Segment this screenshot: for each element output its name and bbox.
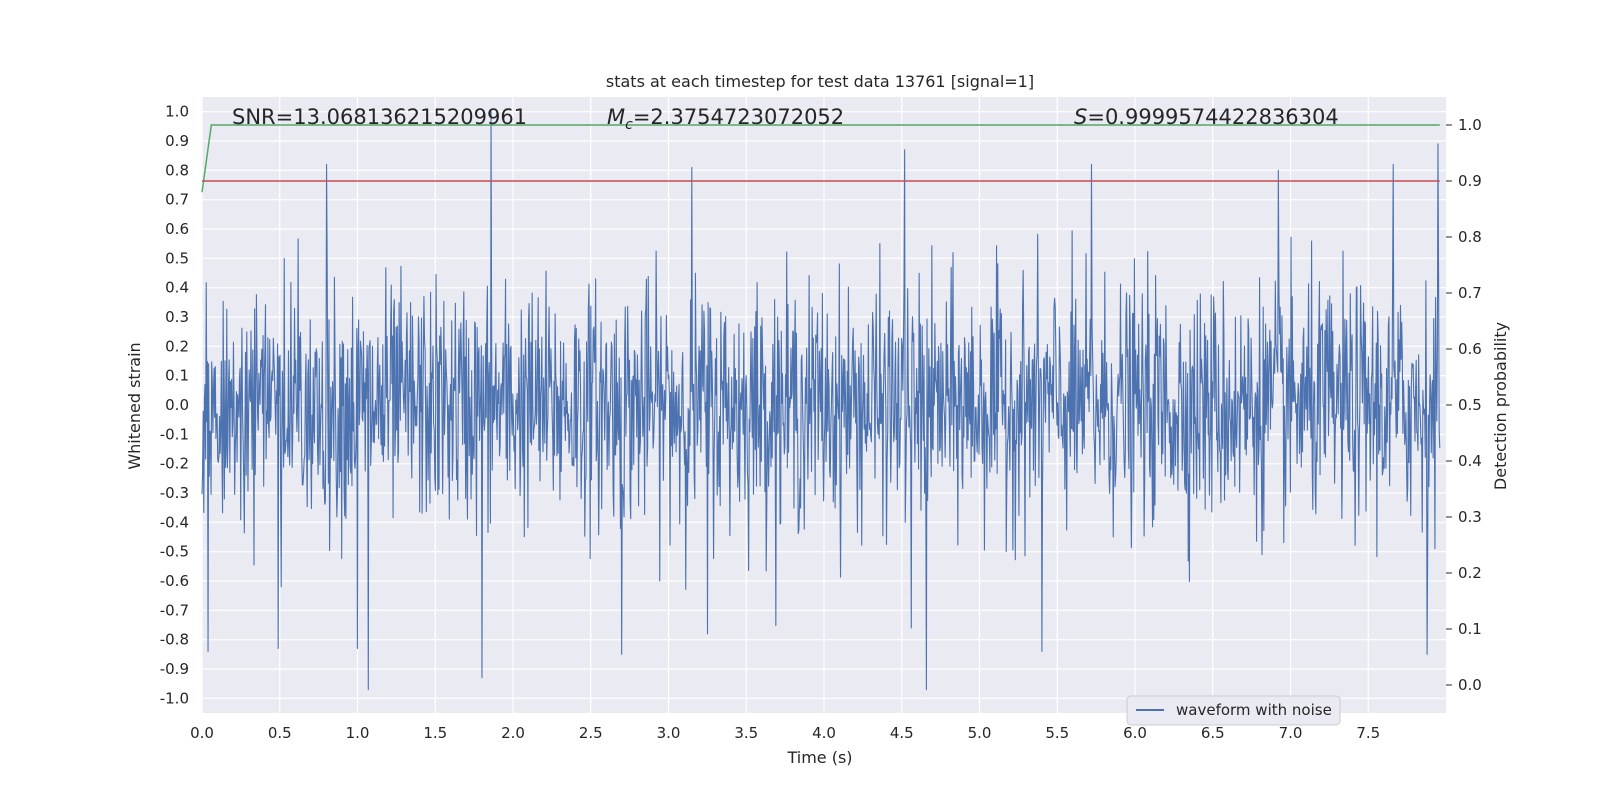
legend-box — [1126, 695, 1341, 726]
y-tick-label: -0.1 — [160, 425, 189, 443]
y2-tick-label: 0.7 — [1458, 284, 1482, 302]
x-tick-label: 3.5 — [734, 724, 758, 742]
x-tick-label: 6.0 — [1123, 724, 1147, 742]
x-tick-label: 2.0 — [501, 724, 525, 742]
chirp-mass-value: =2.3754723072052 — [633, 105, 844, 129]
x-tick-label: 2.5 — [579, 724, 603, 742]
y2-tick-label: 0.2 — [1458, 564, 1482, 582]
waveform-series — [201, 111, 1441, 691]
score-annotation: S=0.9999574422836304 — [1074, 105, 1339, 129]
waveform-line — [201, 111, 1441, 691]
x-tick-label: 5.0 — [968, 724, 992, 742]
y-axis-label: Whitened strain — [125, 342, 144, 469]
y2-tick-label: 0.1 — [1458, 620, 1482, 638]
y-tick-label: 0.3 — [165, 308, 189, 326]
x-tick-label: 4.5 — [890, 724, 914, 742]
y2-tick-label: 1.0 — [1458, 116, 1482, 134]
y-tick-label: -0.2 — [160, 455, 189, 473]
y-tick-label: -0.5 — [160, 543, 189, 561]
legend: waveform with noise — [1126, 695, 1341, 726]
score-value: =0.9999574422836304 — [1087, 105, 1338, 129]
x-tick-label: 1.5 — [423, 724, 447, 742]
y-tick-label: 0.6 — [165, 220, 189, 238]
y-tick-label: 0.1 — [165, 367, 189, 385]
gridlines — [201, 97, 1446, 713]
y2-tick-labels: 1.0 0.9 0.8 0.7 0.6 0.5 0.4 0.3 0.2 0.1 0.0 — [1446, 116, 1482, 694]
x-tick-label: 6.5 — [1201, 724, 1225, 742]
detection-probability-line — [201, 124, 1440, 193]
snr-annotation: SNR=13.068136215209961 — [232, 105, 527, 129]
y2-tick-label: 0.8 — [1458, 228, 1482, 246]
legend-label: waveform with noise — [1176, 701, 1332, 719]
y-tick-label: 0.8 — [165, 161, 189, 179]
x-tick-label: 7.0 — [1279, 724, 1303, 742]
y-tick-label: -0.6 — [160, 572, 189, 590]
y2-tick-label: 0.3 — [1458, 508, 1482, 526]
chirp-mass-annotation: Mc=2.3754723072052 — [607, 105, 844, 133]
x-tick-label: 1.0 — [346, 724, 370, 742]
y2-axis-label: Detection probability — [1491, 322, 1510, 490]
y2-tick-label: 0.5 — [1458, 396, 1482, 414]
y-tick-label: 0.2 — [165, 337, 189, 355]
x-tick-labels: 0.0 0.5 1.0 1.5 2.0 2.5 3.0 3.5 4.0 4.5 5.0 5.5 6.0 6… — [190, 724, 1380, 742]
chirp-mass-symbol: M — [607, 105, 625, 129]
y-tick-label: 0.5 — [165, 249, 189, 267]
y2-tick-label: 0.4 — [1458, 452, 1482, 470]
score-symbol: S — [1074, 105, 1087, 129]
y-tick-label: 0.9 — [165, 132, 189, 150]
x-tick-label: 7.5 — [1356, 724, 1380, 742]
y2-tick-label: 0.6 — [1458, 340, 1482, 358]
y-tick-label: 0.0 — [165, 396, 189, 414]
x-tick-label: 5.5 — [1045, 724, 1069, 742]
y-tick-label: 0.7 — [165, 191, 189, 209]
chirp-mass-subscript: c — [625, 117, 633, 133]
x-tick-label: 0.5 — [268, 724, 292, 742]
y-tick-label: -0.9 — [160, 660, 189, 678]
y-tick-label: -0.7 — [160, 601, 189, 619]
y-tick-label: 0.4 — [165, 279, 189, 297]
x-axis-label: Time (s) — [786, 748, 852, 767]
y2-tick-label: 0.0 — [1458, 676, 1482, 694]
x-tick-label: 0.0 — [190, 724, 214, 742]
y-tick-label: -0.8 — [160, 631, 189, 649]
x-tick-label: 4.0 — [812, 724, 836, 742]
x-tick-label: 3.0 — [657, 724, 681, 742]
y-tick-label: 1.0 — [165, 103, 189, 121]
y2-tick-label: 0.9 — [1458, 172, 1482, 190]
y-tick-label: -0.4 — [160, 513, 189, 531]
chart-title: stats at each timestep for test data 137… — [606, 72, 1034, 91]
y-tick-label: -1.0 — [160, 689, 189, 707]
y-tick-labels: 1.0 0.9 0.8 0.7 0.6 0.5 0.4 0.3 0.2 0.1 0.0 -0.1 -0.… — [160, 103, 189, 708]
y-tick-label: -0.3 — [160, 484, 189, 502]
